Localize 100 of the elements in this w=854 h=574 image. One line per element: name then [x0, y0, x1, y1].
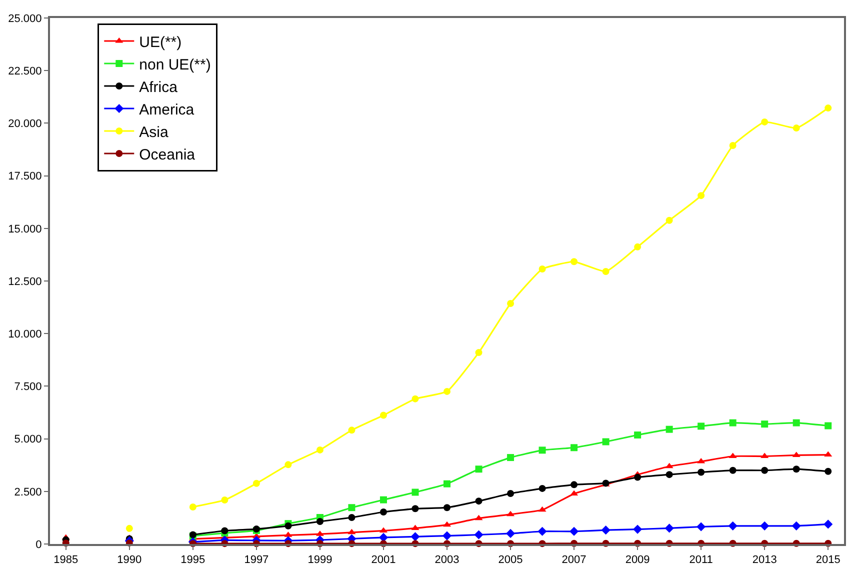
point: [634, 474, 642, 481]
point: [824, 104, 832, 112]
y-tick-label: 10.000: [8, 328, 42, 340]
point: [284, 461, 292, 468]
point: [412, 505, 419, 512]
x-tick-label: 1997: [244, 554, 269, 566]
legend-label: Africa: [139, 78, 178, 96]
point: [412, 395, 419, 402]
point: [380, 496, 387, 504]
point: [698, 192, 705, 200]
point: [698, 422, 705, 430]
y-tick-label: 7.500: [14, 381, 42, 394]
x-tick-label: 2013: [752, 554, 777, 566]
x-tick-label: 1990: [117, 554, 142, 566]
point: [189, 503, 196, 510]
point: [570, 481, 578, 488]
point: [538, 266, 546, 273]
y-tick-label: 17.500: [8, 170, 42, 183]
point: [410, 532, 420, 542]
point: [665, 462, 674, 468]
point: [538, 526, 547, 536]
legend-label: Oceania: [139, 146, 196, 164]
y-tick-label: 5.000: [14, 434, 42, 446]
point: [792, 124, 800, 132]
point: [570, 444, 578, 452]
point: [729, 466, 736, 474]
point: [824, 451, 832, 457]
x-tick-label: 2015: [816, 554, 840, 566]
y-tick-label: 0: [36, 538, 42, 551]
point: [602, 268, 610, 276]
point: [474, 514, 483, 520]
point: [507, 490, 514, 497]
point: [316, 518, 324, 525]
point: [538, 446, 546, 454]
point: [348, 504, 356, 512]
point: [601, 526, 610, 535]
point: [666, 216, 673, 224]
point: [474, 530, 484, 540]
point: [824, 520, 833, 529]
point: [696, 522, 706, 532]
point: [221, 527, 228, 534]
point: [348, 426, 356, 434]
legend-label: non UE(**): [139, 56, 211, 74]
y-tick-label: 15.000: [8, 223, 42, 236]
point: [444, 504, 450, 512]
point: [760, 521, 770, 530]
point: [824, 422, 832, 430]
x-tick-label: 1985: [54, 554, 78, 566]
point: [316, 446, 324, 454]
point: [792, 521, 801, 530]
point: [538, 484, 546, 492]
point: [475, 498, 482, 505]
x-tick-label: 1995: [180, 554, 206, 566]
y-tick-label: 12.500: [8, 276, 42, 288]
point: [824, 468, 832, 475]
point: [348, 528, 356, 534]
point: [728, 521, 738, 530]
x-tick-label: 2005: [498, 554, 523, 566]
point: [761, 420, 768, 428]
point: [602, 438, 610, 446]
x-tick-label: 1999: [308, 554, 332, 566]
y-tick-label: 2.500: [14, 486, 42, 498]
x-tick-label: 2009: [625, 554, 650, 566]
point: [634, 432, 642, 439]
point: [444, 480, 450, 488]
point: [792, 466, 800, 473]
legend-label: Asia: [139, 124, 169, 141]
point: [221, 496, 228, 504]
point: [570, 258, 578, 266]
point: [666, 471, 673, 478]
point: [569, 526, 579, 536]
legend-label: America: [139, 101, 195, 118]
point: [633, 524, 642, 534]
x-tick-label: 2007: [562, 554, 586, 566]
x-tick-label: 2003: [434, 554, 460, 566]
point: [126, 524, 133, 532]
point: [412, 488, 419, 496]
point: [380, 412, 387, 419]
point: [442, 531, 452, 540]
point: [538, 506, 546, 512]
point: [507, 454, 514, 462]
y-tick-label: 25.000: [8, 12, 42, 25]
point: [728, 452, 737, 458]
point: [506, 528, 516, 538]
x-tick-label: 2011: [689, 554, 713, 566]
point: [634, 243, 642, 250]
y-tick-label: 20.000: [8, 118, 42, 130]
point: [475, 349, 482, 356]
point: [664, 524, 674, 533]
point: [666, 426, 673, 433]
point: [729, 419, 736, 426]
point: [729, 142, 736, 149]
point: [444, 388, 450, 395]
x-tick-label: 2001: [371, 554, 396, 566]
point: [760, 452, 769, 458]
legend-label: UE(**): [139, 34, 182, 51]
point: [698, 468, 705, 476]
point: [507, 300, 514, 308]
point: [761, 118, 768, 126]
point: [380, 508, 387, 516]
